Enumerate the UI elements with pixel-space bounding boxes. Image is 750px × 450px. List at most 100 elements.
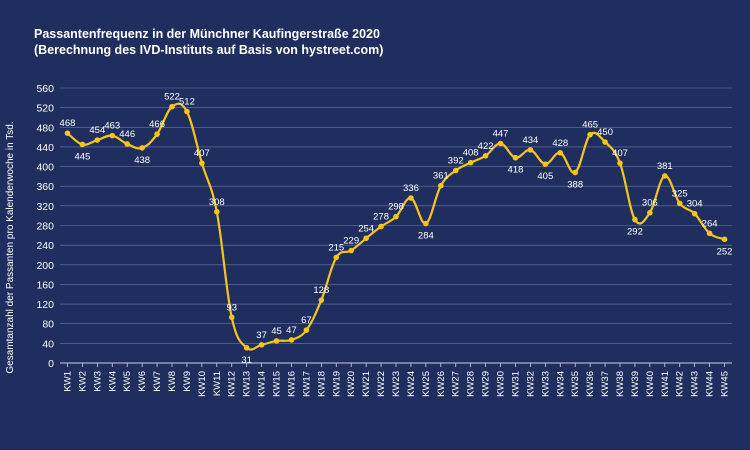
- data-point: [527, 147, 534, 153]
- data-point: [438, 182, 444, 189]
- data-point: [154, 131, 160, 137]
- data-point: [423, 220, 429, 227]
- y-tick-label: 480: [36, 122, 54, 134]
- data-label: 428: [552, 138, 568, 149]
- data-label: 522: [164, 92, 180, 103]
- x-tick-label: KW42: [675, 371, 686, 397]
- data-label: 392: [448, 156, 464, 167]
- data-label: 381: [657, 161, 673, 172]
- y-tick-label: 240: [36, 240, 54, 252]
- x-tick-label: KW19: [331, 371, 342, 397]
- x-tick-label: KW15: [272, 371, 283, 397]
- data-point: [572, 169, 578, 176]
- data-label: 306: [642, 198, 658, 209]
- x-tick-label: KW12: [227, 371, 238, 397]
- data-label: 336: [403, 183, 419, 194]
- data-point: [691, 210, 698, 217]
- data-label: 278: [373, 211, 389, 222]
- data-point: [273, 338, 280, 344]
- data-label: 45: [271, 326, 282, 337]
- data-label: 264: [702, 218, 718, 229]
- x-tick-label: KW27: [451, 371, 462, 397]
- y-tick-label: 520: [36, 103, 54, 115]
- x-tick-label: KW41: [660, 371, 671, 397]
- x-tick-label: KW8: [167, 371, 178, 392]
- x-tick-label: KW40: [645, 371, 656, 397]
- data-label: 31: [241, 355, 252, 366]
- data-label: 298: [388, 202, 404, 213]
- data-point: [662, 173, 668, 179]
- data-label: 308: [209, 197, 225, 208]
- data-point: [587, 131, 593, 138]
- data-point: [318, 297, 325, 303]
- data-point: [169, 103, 175, 110]
- data-label: 422: [478, 141, 494, 152]
- data-label: 446: [119, 129, 135, 140]
- data-point: [378, 223, 384, 230]
- y-tick-label: 560: [36, 83, 54, 95]
- data-point: [79, 141, 86, 148]
- data-label: 93: [226, 302, 237, 313]
- x-tick-label: KW44: [705, 371, 716, 397]
- data-point: [542, 161, 549, 167]
- x-tick-label: KW9: [182, 371, 193, 392]
- data-point: [199, 160, 205, 166]
- x-tick-label: KW2: [77, 371, 88, 392]
- data-label: 407: [194, 148, 210, 159]
- data-point: [258, 342, 265, 348]
- data-point: [333, 254, 340, 261]
- x-tick-label: KW35: [570, 371, 581, 397]
- x-tick-label: KW28: [466, 371, 477, 397]
- data-label: 512: [179, 97, 195, 108]
- x-tick-label: KW23: [391, 371, 402, 397]
- y-tick-label: 80: [42, 319, 54, 331]
- x-tick-label: KW1: [62, 371, 73, 392]
- data-label: 468: [60, 118, 76, 129]
- data-label: 454: [89, 125, 105, 136]
- data-label: 252: [717, 246, 733, 257]
- y-tick-label: 0: [48, 358, 54, 370]
- data-point: [467, 159, 474, 166]
- y-tick-label: 400: [36, 162, 54, 174]
- x-tick-label: KW11: [212, 371, 223, 396]
- data-label: 463: [104, 121, 120, 132]
- data-label: 284: [418, 231, 434, 242]
- x-tick-label: KW26: [436, 371, 447, 397]
- x-tick-label: KW4: [107, 371, 118, 392]
- x-tick-label: KW6: [137, 371, 148, 392]
- data-label: 254: [358, 223, 374, 234]
- data-point: [109, 132, 116, 139]
- data-label: 465: [582, 120, 598, 131]
- x-tick-label: KW24: [406, 371, 417, 397]
- data-point: [497, 140, 504, 147]
- data-label: 408: [463, 148, 479, 159]
- data-point: [288, 337, 295, 343]
- data-point: [228, 314, 235, 321]
- data-label: 229: [343, 236, 359, 247]
- data-point: [408, 195, 414, 201]
- y-tick-label: 320: [36, 201, 54, 213]
- y-tick-label: 280: [36, 221, 54, 233]
- x-tick-label: KW10: [197, 371, 208, 397]
- data-label: 47: [286, 325, 297, 336]
- x-tick-label: KW20: [346, 371, 357, 397]
- x-tick-label: KW39: [630, 371, 641, 397]
- data-label: 418: [508, 165, 524, 176]
- data-label: 407: [612, 148, 628, 159]
- x-tick-label: KW25: [421, 371, 432, 397]
- data-label: 466: [149, 119, 165, 130]
- x-tick-label: KW5: [122, 371, 133, 392]
- data-label: 67: [301, 315, 312, 326]
- x-tick-label: KW31: [510, 371, 521, 397]
- data-point: [393, 213, 399, 220]
- x-tick-label: KW30: [496, 371, 507, 397]
- data-point: [617, 160, 623, 166]
- data-point: [348, 247, 355, 254]
- data-point: [452, 167, 459, 174]
- series-line: [66, 102, 725, 351]
- x-tick-label: KW32: [525, 371, 536, 397]
- data-point: [243, 344, 250, 351]
- data-point: [647, 209, 653, 216]
